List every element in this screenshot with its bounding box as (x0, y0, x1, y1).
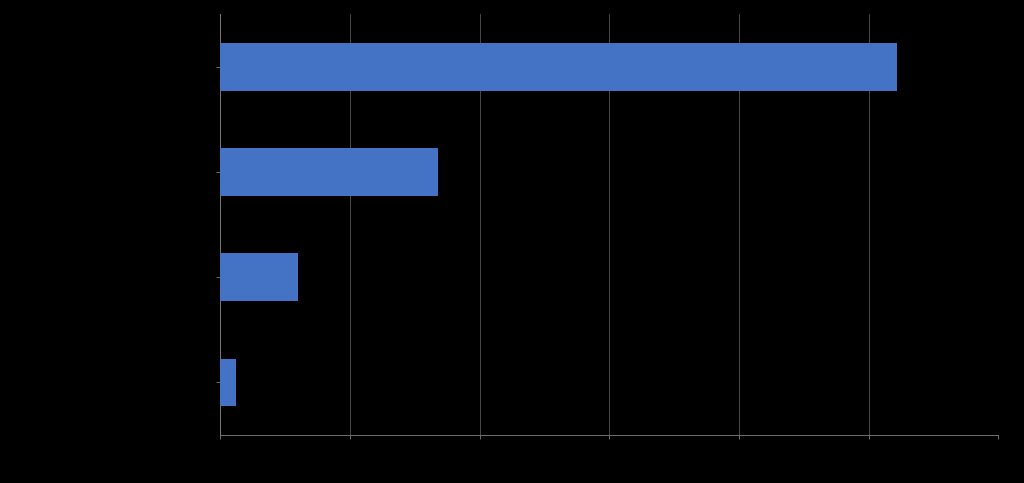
Bar (220, 148, 438, 196)
Bar (220, 43, 897, 91)
Bar (220, 358, 236, 406)
Bar (220, 254, 298, 301)
